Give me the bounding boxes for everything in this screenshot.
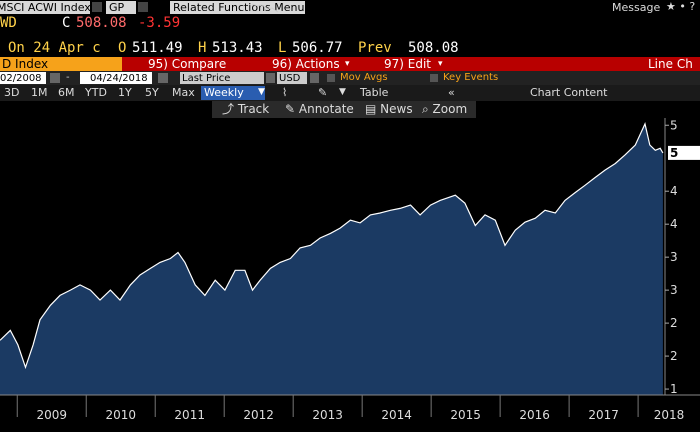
period-button[interactable]: 5Y bbox=[145, 86, 159, 99]
dropdown-icon[interactable] bbox=[92, 2, 102, 12]
last-price: 508.08 bbox=[76, 15, 127, 31]
dropdown-icon[interactable] bbox=[138, 2, 148, 12]
y-tick-label: 2 bbox=[670, 316, 678, 330]
period-button[interactable]: Max bbox=[172, 86, 195, 99]
chart-content-button[interactable]: Chart Content bbox=[530, 86, 608, 99]
checkbox[interactable] bbox=[327, 74, 335, 82]
sparkline-icon bbox=[251, 3, 279, 13]
calendar-icon[interactable] bbox=[158, 73, 168, 83]
calendar-icon[interactable] bbox=[50, 73, 60, 83]
high-value: 513.43 bbox=[212, 40, 263, 56]
low-value: 506.77 bbox=[292, 40, 343, 56]
edit-tab[interactable]: 97) Edit bbox=[384, 57, 432, 71]
dash: - bbox=[66, 72, 70, 83]
period-button[interactable]: 3D bbox=[4, 86, 20, 99]
quote-date: On 24 Apr c bbox=[8, 40, 101, 56]
x-tick-label: 2012 bbox=[243, 408, 274, 422]
menu-button[interactable]: Related Functions Menu bbox=[170, 1, 305, 14]
x-tick-label: 2014 bbox=[381, 408, 412, 422]
x-tick-label: 2013 bbox=[312, 408, 343, 422]
caret: ▼ bbox=[339, 87, 346, 97]
x-tick-label: 2015 bbox=[450, 408, 481, 422]
prev-value: 508.08 bbox=[408, 40, 459, 56]
start-date[interactable]: 02/2008 bbox=[0, 72, 46, 84]
index-tab[interactable]: D Index bbox=[0, 57, 122, 71]
chart: 5443322152008200920102011201220132014201… bbox=[0, 118, 700, 432]
end-date[interactable]: 04/24/2018 bbox=[80, 72, 152, 84]
y-tick-label: 3 bbox=[670, 250, 678, 264]
caret: ▾ bbox=[438, 59, 443, 69]
controls-bar: 02/2008 - 04/24/2018 Last Price USD Mov … bbox=[0, 71, 700, 85]
tool-button[interactable]: ▤ News bbox=[365, 102, 413, 116]
y-tick-label: 2 bbox=[670, 349, 678, 363]
tab-bar: D Index 95) Compare 96) Actions ▾ 97) Ed… bbox=[0, 57, 700, 71]
tool-button[interactable]: ⤴ Track bbox=[222, 102, 270, 116]
table-button[interactable]: Table bbox=[360, 86, 389, 99]
source-field[interactable]: GP bbox=[106, 1, 136, 14]
price-change: -3.59 bbox=[138, 15, 181, 31]
field-select[interactable]: Last Price bbox=[180, 72, 264, 84]
x-tick-label: 2011 bbox=[174, 408, 205, 422]
tool-button[interactable]: ⌕ Zoom bbox=[422, 102, 468, 116]
low-label: L bbox=[278, 40, 287, 56]
tool-label: Track bbox=[237, 102, 270, 116]
mov-avgs[interactable]: Mov Avgs bbox=[340, 72, 388, 83]
x-tick-label: 2016 bbox=[519, 408, 550, 422]
actions-tab[interactable]: 96) Actions bbox=[272, 57, 340, 71]
command-bar: MSCI ACWI Index GP Related Functions Men… bbox=[0, 0, 700, 14]
frequency-select[interactable]: Weekly bbox=[201, 86, 265, 100]
y-tick-label: 3 bbox=[670, 283, 678, 297]
period-button[interactable]: 1M bbox=[31, 86, 48, 99]
last-price-label: 5 bbox=[670, 146, 678, 160]
line-icon[interactable]: ⌇ bbox=[282, 86, 288, 99]
x-tick-label: 2009 bbox=[36, 408, 67, 422]
last-price-tag bbox=[668, 145, 700, 160]
caret: ▾ bbox=[345, 59, 350, 69]
ohlc-bar: On 24 Apr c O 511.49 H 513.43 L 506.77 P… bbox=[0, 40, 700, 57]
collapse-button[interactable]: « bbox=[448, 86, 455, 99]
star-icons[interactable]: ★ • ? bbox=[666, 0, 696, 13]
dropdown-icon[interactable] bbox=[266, 73, 275, 83]
quote-bar: WD C 508.08 -3.59 bbox=[0, 14, 700, 41]
caret: ▼ bbox=[258, 87, 265, 97]
tool-label: Zoom bbox=[432, 102, 468, 116]
period-button[interactable]: 6M bbox=[58, 86, 75, 99]
y-tick-label: 1 bbox=[670, 382, 678, 396]
period-button[interactable]: YTD bbox=[85, 86, 107, 99]
x-tick-label: 2017 bbox=[588, 408, 619, 422]
key-events[interactable]: Key Events bbox=[443, 72, 499, 83]
tool-label: Annotate bbox=[298, 102, 354, 116]
pencil-icon[interactable]: ✎ bbox=[318, 86, 328, 99]
message-button[interactable]: Message bbox=[612, 1, 661, 14]
close-label: C bbox=[62, 15, 71, 31]
security-field[interactable]: MSCI ACWI Index bbox=[0, 1, 91, 14]
area-fill bbox=[0, 123, 663, 395]
dropdown-icon[interactable] bbox=[310, 73, 319, 83]
checkbox[interactable] bbox=[430, 74, 438, 82]
y-tick-label: 5 bbox=[670, 118, 678, 132]
period-bar: 3D 1M 6M YTD 1Y 5Y Max Weekly ▼ ⌇ ✎ ▼ Ta… bbox=[0, 85, 700, 101]
tool-button[interactable]: ✎ Annotate bbox=[285, 102, 354, 116]
compare-tab[interactable]: 95) Compare bbox=[148, 57, 227, 71]
tool-bar: ⤴ Track ✎ Annotate ▤ News ⌕ Zoom bbox=[0, 101, 700, 118]
y-tick-label: 4 bbox=[670, 184, 678, 198]
period-button[interactable]: 1Y bbox=[118, 86, 132, 99]
price-line bbox=[0, 122, 664, 370]
open-label: O bbox=[118, 40, 127, 56]
ticker: WD bbox=[0, 15, 17, 31]
chart-name: Line Ch bbox=[648, 57, 693, 71]
y-tick-label: 4 bbox=[670, 217, 678, 231]
prev-label: Prev bbox=[358, 40, 392, 56]
x-tick-label: 2018 bbox=[654, 408, 685, 422]
open-value: 511.49 bbox=[132, 40, 183, 56]
tool-label: News bbox=[380, 102, 413, 116]
currency-select[interactable]: USD bbox=[277, 72, 307, 84]
high-label: H bbox=[198, 40, 207, 56]
x-tick-label: 2010 bbox=[105, 408, 136, 422]
